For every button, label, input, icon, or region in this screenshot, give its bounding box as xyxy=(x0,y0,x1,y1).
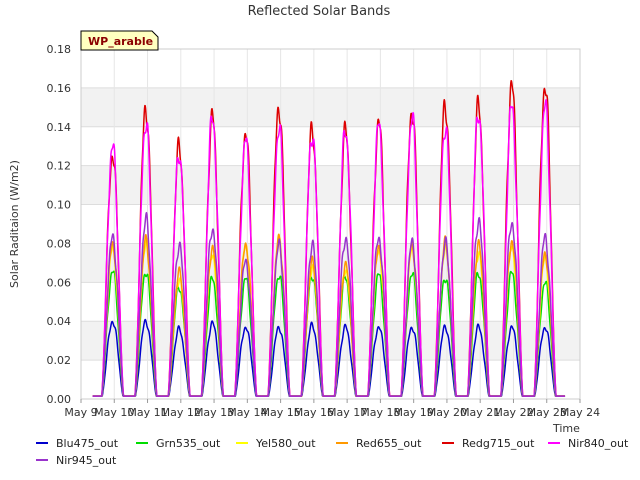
y-tick-label: 0.18 xyxy=(47,43,72,56)
legend-label: Redg715_out xyxy=(462,437,535,450)
badge: WP_arable xyxy=(80,30,159,51)
x-tick-label: May 16 xyxy=(294,406,334,419)
legend-label: Grn535_out xyxy=(156,437,221,450)
badge-box xyxy=(80,30,159,51)
series-line-nir945_out xyxy=(92,211,566,397)
x-axis-label: Time xyxy=(552,422,580,435)
x-tick-label: May 11 xyxy=(127,406,167,419)
legend: Blu475_out Grn535_out Yel580_out Red655_out… xyxy=(36,437,629,467)
legend-label: Nir945_out xyxy=(56,454,117,467)
background-band xyxy=(81,87,580,127)
x-tick-label: May 23 xyxy=(527,406,567,419)
plot-frame xyxy=(80,48,581,400)
x-tick-label: May 12 xyxy=(161,406,201,419)
background-band xyxy=(81,165,580,205)
legend-label: Yel580_out xyxy=(255,437,316,450)
chart-title: Reflected Solar Bands xyxy=(248,4,391,19)
y-tick-label: 0.12 xyxy=(47,160,72,173)
y-tick-label: 0.02 xyxy=(47,354,72,367)
y-tick-label: 0.14 xyxy=(47,121,72,134)
badge-label: WP_arable xyxy=(88,35,153,48)
legend-label: Red655_out xyxy=(356,437,422,450)
x-tick-label: May 19 xyxy=(394,406,434,419)
x-tick-label: May 15 xyxy=(260,406,300,419)
x-tick-label: May 10 xyxy=(94,406,134,419)
x-tick-label: May 9 xyxy=(64,406,97,419)
background-band xyxy=(81,321,580,361)
x-tick-label: May 17 xyxy=(327,406,367,419)
x-tick-label: May 22 xyxy=(493,406,533,419)
background-bands xyxy=(81,87,580,361)
series-layer xyxy=(92,80,566,397)
x-tick-label: May 18 xyxy=(360,406,400,419)
y-tick-label: 0.08 xyxy=(47,237,72,250)
y-axis: 0.00 0.02 0.04 0.06 0.08 0.10 0.12 0.14 0.16 0.18 xyxy=(47,43,72,406)
y-tick-label: 0.06 xyxy=(47,276,72,289)
y-axis-label: Solar Raditaion (W/m2) xyxy=(8,160,21,288)
y-tick-label: 0.16 xyxy=(47,82,72,95)
x-tick-label: May 24 xyxy=(560,406,600,419)
legend-label: Nir840_out xyxy=(568,437,629,450)
x-tick-label: May 14 xyxy=(227,406,267,419)
plot-area xyxy=(80,48,581,400)
legend-label: Blu475_out xyxy=(56,437,119,450)
x-tick-label: May 13 xyxy=(194,406,234,419)
x-tick-label: May 20 xyxy=(427,406,467,419)
background-band xyxy=(81,243,580,283)
y-tick-label: 0.00 xyxy=(47,393,72,406)
y-tick-label: 0.04 xyxy=(47,315,72,328)
y-tick-label: 0.10 xyxy=(47,199,72,212)
x-tick-label: May 21 xyxy=(460,406,500,419)
